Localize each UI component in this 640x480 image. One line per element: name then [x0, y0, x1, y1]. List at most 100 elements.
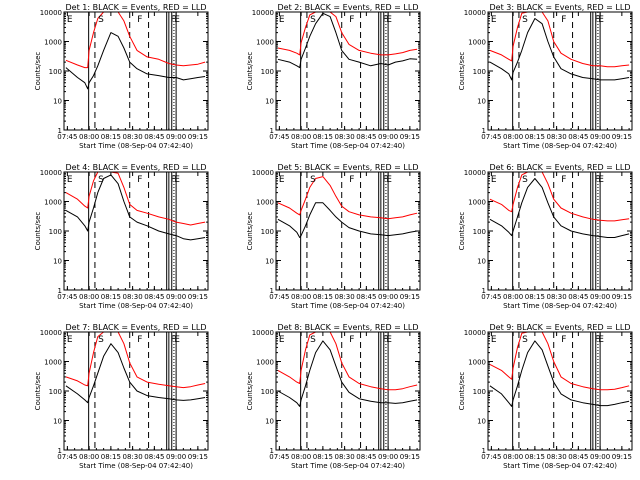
flag-label: E [174, 335, 180, 345]
y-tick-label: 1000 [44, 199, 62, 207]
flag-label: F [137, 335, 142, 345]
y-tick-label: 10 [53, 258, 62, 266]
x-tick-label: 09:00 [590, 133, 610, 141]
x-tick-label: 09:00 [166, 133, 186, 141]
x-tick-label: 08:15 [525, 453, 545, 461]
x-axis-label: Start Time (08-Sep-04 07:42:40) [291, 302, 405, 310]
x-axis-label: Start Time (08-Sep-04 07:42:40) [503, 142, 617, 150]
x-tick-label: 08:00 [79, 453, 99, 461]
plot-frame [63, 171, 209, 291]
panel-title: Det 6: BLACK = Events, RED = LLD [490, 163, 631, 172]
x-tick-label: 08:00 [503, 293, 523, 301]
y-tick-label: 10000 [252, 169, 274, 177]
y-axis-label: Counts/sec [246, 212, 254, 251]
x-tick-label: 08:45 [356, 133, 376, 141]
flag-label: S [522, 335, 528, 345]
y-tick-label: 10000 [40, 169, 62, 177]
x-tick-label: 08:30 [547, 133, 567, 141]
lld-rate-line [65, 331, 206, 389]
x-tick-label: 08:30 [123, 133, 143, 141]
flag-label: E [386, 335, 392, 345]
plot-frame [63, 331, 209, 451]
x-tick-label: 09:00 [378, 293, 398, 301]
x-tick-label: 08:00 [291, 293, 311, 301]
x-axis-label: Start Time (08-Sep-04 07:42:40) [79, 462, 193, 470]
x-tick-label: 08:45 [356, 453, 376, 461]
y-tick-label: 10 [53, 98, 62, 106]
x-tick-label: 08:15 [313, 133, 333, 141]
x-tick-label: 08:15 [313, 293, 333, 301]
events-rate-line [489, 340, 630, 407]
flag-label: F [383, 15, 388, 25]
plot-frame [63, 11, 209, 131]
x-tick-label: 08:30 [547, 293, 567, 301]
flag-label: E [279, 175, 285, 185]
y-axis-label: Counts/sec [246, 52, 254, 91]
x-tick-label: 09:15 [400, 453, 420, 461]
flag-label: E [174, 15, 180, 25]
panel-title: Det 3: BLACK = Events, RED = LLD [490, 3, 631, 12]
panel-title: Det 2: BLACK = Events, RED = LLD [278, 3, 419, 12]
flag-label: E [598, 335, 604, 345]
x-tick-label: 08:15 [525, 293, 545, 301]
x-axis-label: Start Time (08-Sep-04 07:42:40) [503, 302, 617, 310]
y-tick-label: 1000 [256, 39, 274, 47]
x-tick-label: 08:30 [547, 453, 567, 461]
panel-title: Det 7: BLACK = Events, RED = LLD [66, 323, 207, 332]
flag-label: F [349, 335, 354, 345]
y-tick-label: 100 [261, 68, 274, 76]
flag-label: F [349, 15, 354, 25]
flag-label: S [98, 175, 104, 185]
flag-label: E [67, 15, 73, 25]
flag-label: F [595, 15, 600, 25]
y-tick-label: 10 [477, 98, 486, 106]
flag-label: E [279, 15, 285, 25]
panel-title: Det 1: BLACK = Events, RED = LLD [66, 3, 207, 12]
y-tick-label: 10 [265, 98, 274, 106]
y-tick-label: 10 [477, 418, 486, 426]
y-tick-label: 10000 [40, 9, 62, 17]
flag-label: F [383, 175, 388, 185]
lld-rate-line [277, 11, 418, 56]
x-tick-label: 09:15 [400, 293, 420, 301]
x-tick-label: 08:45 [356, 293, 376, 301]
flag-label: F [595, 335, 600, 345]
events-rate-line [277, 12, 418, 69]
x-tick-label: 07:45 [269, 133, 289, 141]
y-tick-label: 100 [49, 388, 62, 396]
flag-label: E [598, 15, 604, 25]
x-tick-label: 08:00 [503, 453, 523, 461]
y-tick-label: 1 [482, 287, 486, 295]
lld-rate-line [65, 171, 206, 226]
y-axis-label: Counts/sec [458, 372, 466, 411]
x-tick-label: 08:00 [79, 293, 99, 301]
plot-frame [275, 171, 421, 291]
panel-title: Det 8: BLACK = Events, RED = LLD [278, 323, 419, 332]
y-tick-label: 10000 [464, 169, 486, 177]
panel-title: Det 5: BLACK = Events, RED = LLD [278, 163, 419, 172]
flag-label: F [137, 175, 142, 185]
y-tick-label: 1000 [256, 199, 274, 207]
panel-title: Det 4: BLACK = Events, RED = LLD [66, 163, 207, 172]
x-tick-label: 07:45 [57, 453, 77, 461]
y-tick-label: 10000 [464, 9, 486, 17]
flag-label: E [386, 175, 392, 185]
y-tick-label: 1000 [468, 39, 486, 47]
flag-label: E [174, 175, 180, 185]
x-tick-label: 08:15 [313, 453, 333, 461]
events-rate-line [489, 18, 630, 81]
x-tick-label: 08:15 [525, 133, 545, 141]
x-tick-label: 09:00 [590, 293, 610, 301]
x-tick-label: 09:15 [188, 293, 208, 301]
y-axis-label: Counts/sec [34, 212, 42, 251]
x-tick-label: 08:30 [123, 453, 143, 461]
x-tick-label: 09:15 [612, 453, 632, 461]
y-axis-label: Counts/sec [458, 52, 466, 91]
plot-frame [275, 11, 421, 131]
flag-label: F [137, 15, 142, 25]
x-tick-label: 08:45 [568, 133, 588, 141]
y-axis-label: Counts/sec [246, 372, 254, 411]
x-tick-label: 08:30 [335, 453, 355, 461]
